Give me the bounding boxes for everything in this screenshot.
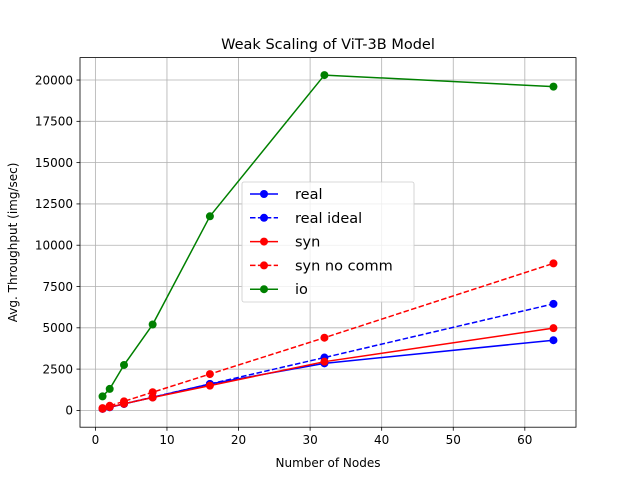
- chart-title: Weak Scaling of ViT-3B Model: [221, 37, 435, 53]
- y-axis-title: Avg. Throughput (img/sec): [6, 163, 20, 323]
- data-point-real: [549, 336, 558, 345]
- data-point-real-ideal: [549, 299, 558, 308]
- x-tick-label: 30: [302, 433, 317, 447]
- legend-entry-syn-no-comm: syn no comm: [250, 258, 393, 274]
- legend-label: io: [295, 282, 308, 298]
- legend-swatch-marker: [260, 285, 268, 294]
- y-tick-label: 12500: [35, 197, 73, 211]
- legend-entry-real: real: [250, 187, 322, 203]
- data-point-syn-no-comm: [98, 404, 107, 413]
- y-tick-label: 5000: [42, 321, 73, 335]
- y-tick-label: 0: [65, 404, 73, 418]
- data-point-syn-no-comm: [205, 370, 214, 379]
- x-axis-title: Number of Nodes: [276, 456, 381, 470]
- x-tick-label: 0: [92, 433, 100, 447]
- y-tick-label: 15000: [35, 156, 73, 170]
- data-point-syn-no-comm: [549, 259, 558, 268]
- legend-label: real ideal: [295, 211, 362, 227]
- x-tick-label: 20: [231, 433, 246, 447]
- y-tick-label: 17500: [35, 115, 73, 129]
- legend-swatch-marker: [260, 261, 268, 270]
- legend-swatch-marker: [260, 213, 268, 222]
- data-point-io: [549, 82, 558, 91]
- data-point-syn-no-comm: [105, 401, 114, 410]
- series-io: [98, 71, 558, 401]
- y-tick-label: 10000: [35, 239, 73, 253]
- data-series: [98, 71, 558, 413]
- data-point-io: [148, 320, 157, 329]
- y-tick-label: 7500: [42, 280, 73, 294]
- legend-box: [241, 181, 415, 303]
- legend-entry-syn: syn: [250, 235, 320, 251]
- data-point-io: [120, 360, 129, 369]
- y-tick-label: 20000: [35, 73, 73, 87]
- data-point-io: [205, 212, 214, 221]
- legend-entry-real-ideal: real ideal: [250, 211, 362, 227]
- plot-frame: [79, 57, 577, 428]
- legend-swatch-marker: [260, 190, 268, 198]
- data-point-syn: [205, 381, 214, 390]
- series-syn-no-comm: [98, 259, 558, 413]
- axis-ticks: 0 10 20 30 40 50 60 0 2500 5000 7500 10000 12500 1500…: [35, 73, 533, 447]
- legend-label: syn: [295, 235, 320, 251]
- data-point-syn: [549, 324, 558, 333]
- x-tick-label: 10: [159, 433, 174, 447]
- legend-label: real: [295, 187, 322, 203]
- x-tick-label: 60: [517, 433, 532, 447]
- data-point-syn-no-comm: [120, 397, 129, 406]
- legend-swatch-marker: [260, 237, 268, 246]
- y-tick-label: 2500: [42, 362, 73, 376]
- data-point-io: [320, 71, 329, 80]
- legend-label: syn no comm: [295, 258, 393, 274]
- x-tick-label: 40: [374, 433, 389, 447]
- legend-entry-io: io: [250, 282, 308, 298]
- data-point-io: [105, 384, 114, 393]
- data-point-syn: [320, 357, 329, 366]
- data-point-io: [98, 392, 107, 401]
- legend: real real ideal syn syn no comm io: [241, 181, 415, 303]
- data-point-syn-no-comm: [320, 333, 329, 342]
- data-point-syn-no-comm: [148, 388, 157, 397]
- x-tick-label: 50: [446, 433, 461, 447]
